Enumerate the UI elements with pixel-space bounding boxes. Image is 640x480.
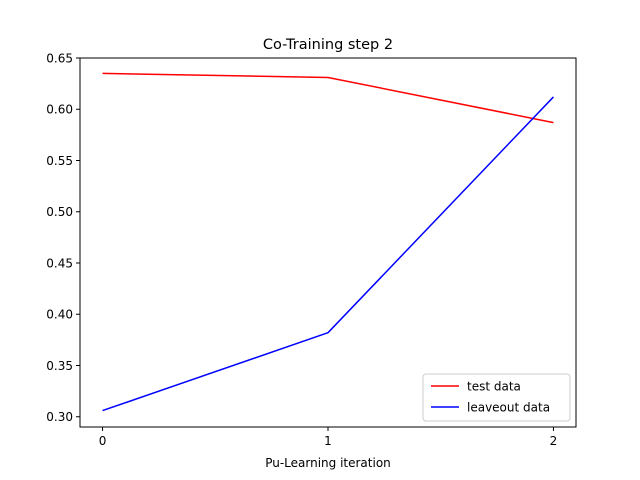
- series-line-test-data: [102, 72, 554, 124]
- y-axis-ticks: 0.30 0.35 0.40 0.45 0.50 0.55 0.60 0.65: [46, 51, 80, 424]
- x-tick-label: 0: [99, 434, 107, 448]
- legend-label: test data: [467, 379, 521, 393]
- y-tick-label: 0.65: [46, 51, 73, 65]
- legend-label: leaveout data: [467, 400, 550, 414]
- x-axis-ticks: 0 1 2: [99, 427, 558, 448]
- series-line-leaveout-data: [102, 96, 554, 412]
- y-tick-label: 0.35: [46, 359, 73, 373]
- x-tick-label: 1: [324, 434, 332, 448]
- chart-title: Co-Training step 2: [263, 37, 393, 53]
- x-axis-label: Pu-Learning iteration: [265, 456, 391, 470]
- y-tick-label: 0.40: [46, 308, 73, 322]
- legend: test data leaveout data: [422, 373, 571, 422]
- plot-area-frame: [79, 57, 577, 428]
- y-tick-label: 0.30: [46, 410, 73, 424]
- legend-box: [422, 373, 571, 422]
- y-tick-label: 0.60: [46, 103, 73, 117]
- x-tick-label: 2: [550, 434, 558, 448]
- series-lines: [102, 72, 554, 412]
- y-tick-label: 0.50: [46, 205, 73, 219]
- y-tick-label: 0.55: [46, 154, 73, 168]
- y-tick-label: 0.45: [46, 256, 73, 270]
